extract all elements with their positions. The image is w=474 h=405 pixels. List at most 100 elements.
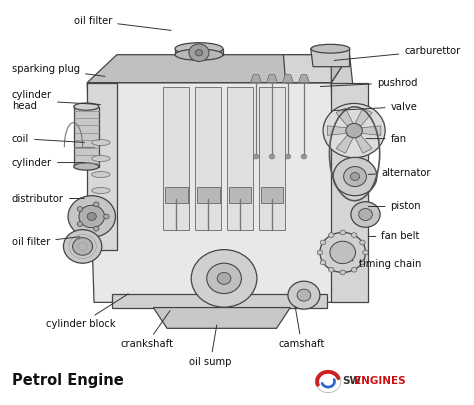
Circle shape (330, 241, 356, 264)
Polygon shape (228, 187, 251, 202)
Polygon shape (87, 83, 336, 303)
Circle shape (359, 209, 373, 220)
Circle shape (340, 230, 346, 235)
Text: pushrod: pushrod (320, 78, 418, 87)
Text: oil filter: oil filter (74, 16, 171, 30)
Circle shape (344, 166, 366, 187)
Polygon shape (165, 187, 188, 202)
Circle shape (64, 230, 102, 263)
Text: cylinder
head: cylinder head (12, 90, 100, 111)
Text: ENGINES: ENGINES (354, 377, 406, 386)
Polygon shape (336, 135, 353, 153)
Circle shape (269, 154, 275, 159)
Polygon shape (227, 87, 253, 230)
Text: Petrol Engine: Petrol Engine (12, 373, 124, 388)
Circle shape (191, 249, 257, 307)
Ellipse shape (92, 188, 110, 194)
Text: piston: piston (368, 202, 421, 211)
Polygon shape (87, 55, 349, 83)
Circle shape (360, 240, 365, 245)
Circle shape (253, 154, 259, 159)
Text: carburettor: carburettor (334, 46, 461, 60)
Circle shape (320, 240, 326, 245)
Ellipse shape (74, 103, 99, 110)
Polygon shape (259, 87, 285, 230)
Circle shape (77, 207, 82, 211)
Polygon shape (164, 87, 189, 230)
Polygon shape (331, 83, 368, 303)
Text: crankshaft: crankshaft (120, 311, 173, 349)
Polygon shape (336, 108, 353, 126)
Circle shape (346, 124, 362, 138)
Polygon shape (283, 55, 331, 83)
Polygon shape (355, 135, 372, 153)
Ellipse shape (311, 44, 350, 53)
Text: cylinder: cylinder (12, 158, 84, 168)
Circle shape (189, 44, 209, 62)
Circle shape (93, 226, 99, 231)
Circle shape (351, 202, 380, 227)
Circle shape (207, 263, 241, 294)
Polygon shape (251, 75, 262, 83)
Circle shape (360, 260, 365, 265)
Text: camshaft: camshaft (278, 307, 325, 349)
Text: valve: valve (334, 102, 418, 112)
Text: distributor: distributor (12, 194, 84, 203)
Circle shape (320, 260, 326, 265)
Circle shape (350, 173, 360, 181)
Circle shape (195, 49, 202, 56)
Circle shape (333, 158, 377, 196)
Circle shape (297, 289, 311, 301)
Circle shape (285, 154, 291, 159)
Ellipse shape (175, 49, 223, 60)
Ellipse shape (175, 43, 223, 55)
Circle shape (323, 103, 385, 158)
Polygon shape (73, 107, 99, 166)
Polygon shape (197, 187, 219, 202)
Polygon shape (283, 75, 293, 83)
Text: coil: coil (12, 134, 84, 144)
Ellipse shape (92, 172, 110, 177)
Polygon shape (355, 108, 372, 126)
Polygon shape (328, 126, 346, 135)
Polygon shape (175, 49, 223, 55)
Circle shape (87, 213, 96, 220)
Polygon shape (299, 75, 310, 83)
Circle shape (340, 270, 346, 275)
Circle shape (320, 232, 365, 273)
Polygon shape (261, 187, 283, 202)
Circle shape (317, 250, 323, 255)
Circle shape (351, 233, 357, 237)
Polygon shape (195, 87, 221, 230)
Circle shape (104, 214, 109, 219)
Circle shape (217, 273, 231, 284)
Circle shape (93, 202, 99, 207)
Circle shape (328, 233, 334, 237)
Circle shape (363, 250, 368, 255)
Text: fan: fan (366, 134, 407, 144)
Circle shape (288, 281, 320, 309)
Ellipse shape (92, 140, 110, 145)
Polygon shape (362, 126, 381, 135)
Text: oil filter: oil filter (12, 237, 80, 247)
Circle shape (73, 238, 92, 255)
Ellipse shape (92, 156, 110, 162)
Text: alternator: alternator (368, 168, 431, 177)
Text: timing chain: timing chain (352, 260, 421, 269)
Polygon shape (154, 307, 290, 328)
Circle shape (79, 205, 105, 228)
Text: oil sump: oil sump (189, 325, 232, 367)
Polygon shape (87, 83, 117, 250)
Polygon shape (266, 75, 277, 83)
Text: sparking plug: sparking plug (12, 64, 105, 76)
Circle shape (68, 196, 116, 237)
Polygon shape (112, 294, 327, 308)
Ellipse shape (74, 163, 99, 170)
Polygon shape (311, 49, 349, 67)
Polygon shape (331, 55, 363, 303)
Circle shape (328, 267, 334, 272)
Circle shape (351, 267, 357, 272)
Circle shape (77, 222, 82, 226)
Text: cylinder block: cylinder block (46, 294, 128, 329)
Text: fan belt: fan belt (368, 231, 420, 241)
